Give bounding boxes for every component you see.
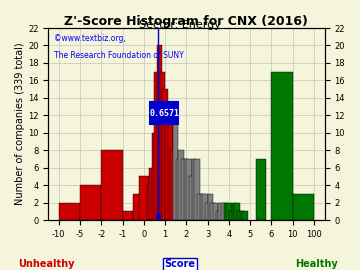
Y-axis label: Number of companies (339 total): Number of companies (339 total) [15,43,25,205]
Text: The Research Foundation of SUNY: The Research Foundation of SUNY [54,51,183,60]
Bar [256,159,266,220]
Bar [181,159,186,220]
Bar [216,211,221,220]
Text: Unhealthy: Unhealthy [19,259,75,269]
Bar [192,159,197,220]
Bar [179,150,184,220]
Bar [176,159,181,220]
Bar [237,211,242,220]
Bar [122,211,133,220]
Bar [80,185,101,220]
Title: Z'-Score Histogram for CNX (2016): Z'-Score Histogram for CNX (2016) [64,15,308,28]
Bar [229,211,234,220]
Bar [184,159,189,220]
Bar [205,202,210,220]
Bar [242,211,248,220]
FancyBboxPatch shape [150,102,178,124]
Bar [218,202,224,220]
Bar [173,107,179,220]
Bar [101,150,122,220]
Bar [154,72,160,220]
Bar [157,45,162,220]
Bar [162,89,168,220]
Bar [168,124,173,220]
Bar [239,211,245,220]
Bar [231,202,237,220]
Bar [149,168,154,220]
Bar [139,176,149,220]
Bar [224,202,229,220]
Text: ©www.textbiz.org,: ©www.textbiz.org, [54,34,125,43]
Bar [59,202,80,220]
Bar [202,194,208,220]
Bar [221,202,226,220]
Bar [293,194,314,220]
Bar [165,107,170,220]
Text: Healthy: Healthy [296,259,338,269]
Bar [226,202,231,220]
Bar [213,202,218,220]
Text: 0.6571: 0.6571 [149,109,179,118]
Bar [234,202,239,220]
Bar [200,194,205,220]
Text: Score: Score [165,259,195,269]
Bar [186,159,192,220]
Bar [197,194,202,220]
Text: Sector: Energy: Sector: Energy [139,20,221,30]
Bar [160,72,165,220]
Bar [170,150,176,220]
Bar [152,133,157,220]
Bar [194,159,200,220]
Bar [210,202,216,220]
Bar [189,176,194,220]
Bar [271,72,293,220]
Bar [147,185,152,220]
Bar [208,194,213,220]
Bar [133,194,144,220]
